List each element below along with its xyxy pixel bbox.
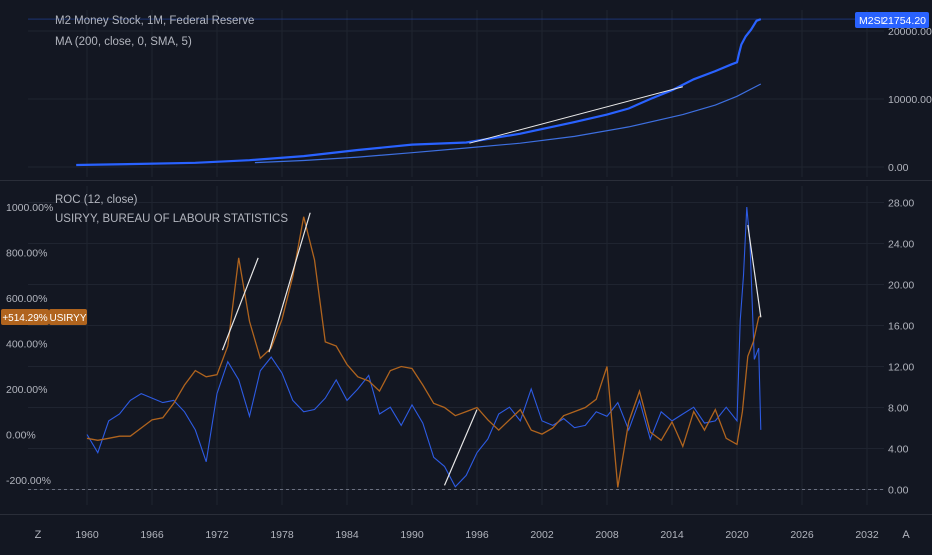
legend-cpi-title: USIRYY, BUREAU OF LABOUR STATISTICS xyxy=(55,213,288,225)
x-tick-label: 1990 xyxy=(400,529,424,541)
roc-value-badge: +514.29% xyxy=(1,309,49,325)
timezone-toggle-icon[interactable]: Z xyxy=(35,529,42,541)
grid-layer xyxy=(0,10,932,515)
cpi-symbol-badge: USIRYY xyxy=(49,309,87,325)
lower-trendline xyxy=(747,224,762,318)
m2-badge-symbol: M2SL xyxy=(859,15,887,27)
upper-trendline xyxy=(469,86,683,144)
right-y-tick-label: 12.00 xyxy=(888,362,914,374)
ma-series-line xyxy=(254,83,762,164)
left-y-tick-label: 800.00% xyxy=(6,248,47,260)
upper-y-tick-label: 10000.00 xyxy=(888,94,932,106)
cpi-series-line xyxy=(86,216,762,488)
x-tick-label: 2032 xyxy=(855,529,879,541)
cpi-badge-symbol: USIRYY xyxy=(49,313,86,324)
x-tick-label: 1996 xyxy=(465,529,489,541)
x-tick-label: 2014 xyxy=(660,529,684,541)
right-y-tick-label: 20.00 xyxy=(888,280,914,292)
right-y-tick-label: 24.00 xyxy=(888,239,914,251)
upper-y-tick-label: 20000.00 xyxy=(888,26,932,38)
x-tick-label: 1966 xyxy=(140,529,164,541)
x-tick-label: 2026 xyxy=(790,529,814,541)
legend-roc-title: ROC (12, close) xyxy=(55,194,138,206)
m2-badge-value: 21754.20 xyxy=(882,15,926,27)
auto-scale-button[interactable]: A xyxy=(902,529,910,541)
x-tick-label: 2002 xyxy=(530,529,554,541)
lower-trendline xyxy=(221,257,259,351)
x-tick-label: 1978 xyxy=(270,529,294,541)
lower-trendline xyxy=(268,212,311,353)
x-tick-label: 1972 xyxy=(205,529,229,541)
lower-trendline xyxy=(443,409,478,486)
axis-layer: 1960 1966 1972 1978 1984 1990 1996 2002 2008 2014… xyxy=(6,26,932,541)
x-tick-label: 2020 xyxy=(725,529,749,541)
right-y-tick-label: 4.00 xyxy=(888,444,909,456)
left-y-tick-label: 200.00% xyxy=(6,384,47,396)
roc-series-line xyxy=(86,206,762,488)
m2-price-badge: M2SL 21754.20 xyxy=(855,12,929,28)
right-y-tick-label: 8.00 xyxy=(888,403,909,415)
right-y-tick-label: 28.00 xyxy=(888,198,914,210)
upper-y-tick-label: 0.00 xyxy=(888,162,909,174)
left-y-tick-label: 1000.00% xyxy=(6,202,53,214)
right-y-tick-label: 0.00 xyxy=(888,485,909,497)
legend-m2-title: M2 Money Stock, 1M, Federal Reserve xyxy=(55,15,254,27)
m2-series-line xyxy=(76,18,762,167)
annotation-layer xyxy=(221,86,762,486)
x-tick-label: 2008 xyxy=(595,529,619,541)
left-y-tick-label: 0.00% xyxy=(6,430,36,442)
left-y-tick-label: -200.00% xyxy=(6,475,51,487)
legend-ma-title: MA (200, close, 0, SMA, 5) xyxy=(55,36,192,48)
x-tick-label: 1960 xyxy=(75,529,99,541)
x-tick-label: 1984 xyxy=(335,529,359,541)
series-layer xyxy=(76,18,762,488)
right-y-tick-label: 16.00 xyxy=(888,321,914,333)
roc-badge-value: +514.29% xyxy=(2,313,47,324)
left-y-tick-label: 600.00% xyxy=(6,293,47,305)
left-y-tick-label: 400.00% xyxy=(6,339,47,351)
